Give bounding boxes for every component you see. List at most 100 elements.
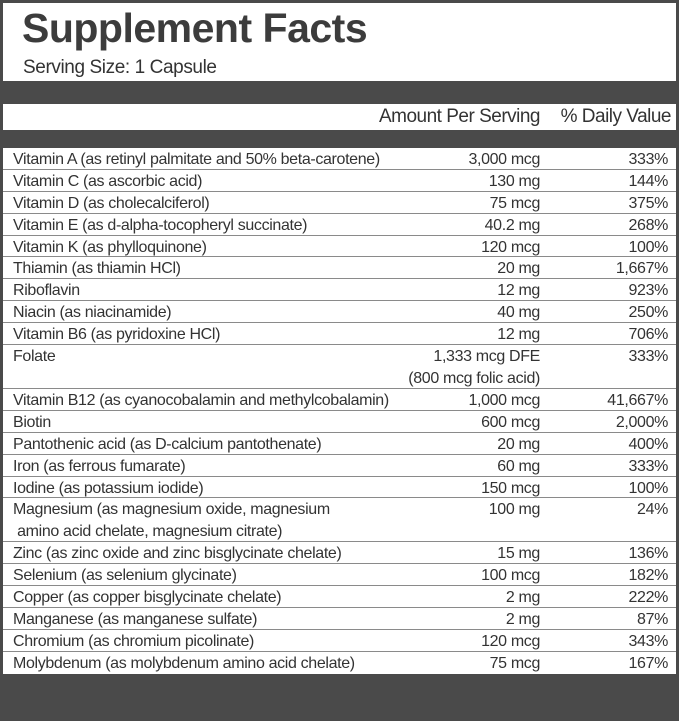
nutrient-amount: 75 mcg — [489, 654, 541, 672]
nutrient-row: Niacin (as niacinamide) 40 mg 250% — [3, 301, 676, 324]
nutrient-daily-value: 400% — [628, 435, 668, 453]
nutrient-name: Iron (as ferrous fumarate) — [13, 457, 186, 475]
nutrient-row: Vitamin C (as ascorbic acid) 130 mg 144% — [3, 170, 676, 192]
nutrient-row: Vitamin B6 (as pyridoxine HCl) 12 mg 706% — [3, 323, 676, 346]
nutrient-name: Zinc (as zinc oxide and zinc bisglycinat… — [13, 545, 342, 563]
nutrient-amount: 75 mcg — [489, 194, 541, 212]
nutrient-amount: 100 mg — [488, 499, 541, 521]
nutrient-name: Molybdenum (as molybdenum amino acid che… — [13, 654, 355, 672]
nutrient-row: Zinc (as zinc oxide and zinc bisglycinat… — [3, 542, 676, 565]
nutrient-amount: 12 mg — [497, 326, 540, 344]
nutrient-name: Copper (as copper bisglycinate chelate) — [13, 589, 282, 607]
nutrient-amount: 60 mg — [497, 457, 540, 475]
nutrient-daily-value: 333% — [628, 457, 668, 475]
nutrient-row: Vitamin A (as retinyl palmitate and 50% … — [3, 148, 676, 170]
nutrient-daily-value: 100% — [628, 238, 668, 256]
nutrient-daily-value: 250% — [628, 304, 668, 322]
nutrient-name: Folate — [13, 346, 56, 368]
nutrient-row: Magnesium (as magnesium oxide, magnesium… — [3, 498, 676, 543]
nutrient-name: Chromium (as chromium picolinate) — [13, 633, 254, 651]
nutrient-name-line2: amino acid chelate, magnesium citrate) — [13, 523, 283, 541]
nutrient-name: Vitamin C (as ascorbic acid) — [13, 172, 203, 190]
nutrient-name: Vitamin D (as cholecalciferol) — [13, 194, 210, 212]
nutrient-daily-value: 144% — [628, 172, 668, 190]
nutrient-amount: 1,333 mcg DFE (800 mcg folic acid) — [408, 346, 540, 390]
nutrient-amount-line1: 100 mg — [488, 501, 541, 519]
label-title: Supplement Facts — [22, 5, 368, 51]
nutrient-daily-value: 87% — [637, 611, 668, 629]
nutrient-amount: 600 mcg — [481, 413, 540, 431]
nutrient-daily-value: 41,667% — [607, 392, 668, 410]
nutrient-amount: 120 mcg — [481, 238, 540, 256]
nutrient-name: Vitamin A (as retinyl palmitate and 50% … — [13, 151, 380, 168]
nutrient-name: Vitamin B6 (as pyridoxine HCl) — [13, 326, 221, 344]
nutrient-name: Magnesium (as magnesium oxide, magnesium… — [13, 499, 330, 543]
nutrient-amount: 150 mcg — [481, 479, 540, 497]
nutrient-row: Copper (as copper bisglycinate chelate) 2… — [3, 586, 676, 609]
nutrient-name: Iodine (as potassium iodide) — [13, 479, 204, 497]
nutrient-name: Thiamin (as thiamin HCl) — [13, 260, 181, 278]
nutrient-amount-line1: 1,333 mcg DFE — [433, 348, 540, 366]
nutrient-daily-value: 100% — [628, 479, 668, 497]
nutrient-row: Vitamin K (as phylloquinone) 120 mcg 100% — [3, 236, 676, 258]
nutrient-name: Vitamin E (as d-alpha-tocopheryl succina… — [13, 216, 308, 234]
nutrient-row: Iodine (as potassium iodide) 150 mcg 100% — [3, 477, 676, 499]
amount-header: Amount Per Serving — [378, 106, 541, 127]
nutrient-name-line1: Magnesium (as magnesium oxide, magnesium — [13, 501, 330, 519]
nutrient-row: Vitamin D (as cholecalciferol) 75 mcg 375% — [3, 192, 676, 214]
nutrient-name: Selenium (as selenium glycinate) — [13, 567, 237, 585]
serving-size: Serving Size: 1 Capsule — [23, 57, 217, 78]
nutrient-name: Niacin (as niacinamide) — [13, 304, 172, 322]
nutrient-daily-value: 333% — [628, 151, 668, 168]
nutrient-daily-value: 333% — [628, 348, 668, 366]
nutrient-row: Vitamin B12 (as cyanocobalamin and methy… — [3, 389, 676, 411]
nutrient-row: Manganese (as manganese sulfate) 2 mg 87% — [3, 608, 676, 631]
nutrient-row: Chromium (as chromium picolinate) 120 mcg… — [3, 630, 676, 652]
column-header-row: Amount Per Serving % Daily Value — [3, 104, 676, 130]
title-section: Supplement Facts Serving Size: 1 Capsule — [3, 3, 676, 81]
nutrient-amount: 2 mg — [505, 611, 541, 629]
nutrient-amount: 40.2 mg — [484, 216, 541, 234]
nutrient-name: Manganese (as manganese sulfate) — [13, 611, 258, 629]
nutrient-daily-value: 182% — [628, 567, 668, 585]
nutrient-amount: 40 mg — [497, 304, 540, 322]
nutrient-amount: 130 mg — [488, 172, 541, 190]
nutrient-amount: 20 mg — [497, 435, 540, 453]
nutrient-daily-value: 923% — [628, 282, 668, 300]
nutrient-daily-value: 222% — [628, 589, 668, 607]
nutrient-row: Vitamin E (as d-alpha-tocopheryl succina… — [3, 214, 676, 236]
nutrient-amount: 12 mg — [497, 282, 540, 300]
nutrient-name: Riboflavin — [13, 282, 80, 300]
nutrient-amount: 1,000 mcg — [468, 392, 540, 410]
nutrient-daily-value: 706% — [628, 326, 668, 344]
nutrient-row: Folate 1,333 mcg DFE (800 mcg folic acid) 3… — [3, 345, 676, 390]
nutrient-amount: 2 mg — [505, 589, 541, 607]
nutrient-amount-line2: (800 mcg folic acid) — [408, 370, 540, 388]
nutrient-daily-value: 136% — [628, 545, 668, 563]
nutrient-daily-value: 167% — [628, 654, 668, 672]
nutrient-daily-value: 343% — [628, 633, 668, 651]
nutrient-row: Riboflavin 12 mg 923% — [3, 279, 676, 302]
nutrient-daily-value: 375% — [628, 194, 668, 212]
nutrient-row: Thiamin (as thiamin HCl) 20 mg 1,667% — [3, 257, 676, 280]
nutrient-daily-value: 1,667% — [615, 260, 669, 278]
nutrient-table: Vitamin A (as retinyl palmitate and 50% … — [3, 148, 676, 674]
nutrient-name-line1: Folate — [13, 348, 56, 366]
nutrient-name: Biotin — [13, 413, 51, 431]
nutrient-daily-value: 2,000% — [615, 413, 669, 431]
nutrient-row: Selenium (as selenium glycinate) 100 mcg 1… — [3, 564, 676, 587]
nutrient-amount: 3,000 mcg — [468, 151, 540, 168]
nutrient-name: Vitamin K (as phylloquinone) — [13, 238, 207, 256]
nutrient-row: Iron (as ferrous fumarate) 60 mg 333% — [3, 455, 676, 477]
nutrient-row: Biotin 600 mcg 2,000% — [3, 411, 676, 433]
nutrient-amount: 20 mg — [497, 260, 540, 278]
nutrient-row: Pantothenic acid (as D-calcium pantothen… — [3, 433, 676, 455]
nutrient-row: Molybdenum (as molybdenum amino acid che… — [3, 652, 676, 674]
nutrient-name: Pantothenic acid (as D-calcium pantothen… — [13, 435, 322, 453]
nutrient-amount: 120 mcg — [481, 633, 540, 651]
nutrient-name: Vitamin B12 (as cyanocobalamin and methy… — [13, 392, 389, 410]
nutrient-daily-value: 268% — [628, 216, 668, 234]
nutrient-daily-value: 24% — [637, 501, 668, 519]
nutrient-amount: 100 mcg — [481, 567, 540, 585]
